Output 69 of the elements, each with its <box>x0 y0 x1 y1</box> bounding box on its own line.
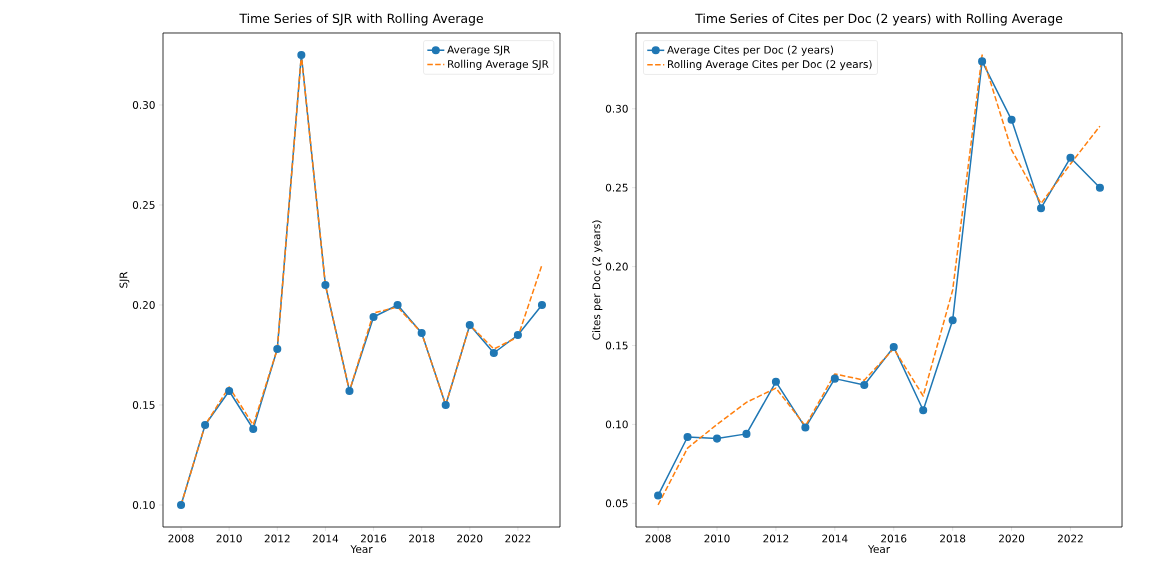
point <box>1036 204 1046 213</box>
point <box>393 300 402 310</box>
y-tick-label: 0.30 <box>605 104 628 113</box>
point <box>1095 183 1104 192</box>
point <box>225 386 234 396</box>
y-tick-label: 0.30 <box>132 101 155 109</box>
point <box>889 343 898 352</box>
point <box>441 400 450 410</box>
x-tick-label: 2020 <box>999 534 1025 543</box>
point <box>801 423 810 432</box>
y-tick-label: 0.15 <box>605 341 628 350</box>
x-tick-label: 2022 <box>505 534 531 543</box>
point <box>489 348 498 358</box>
x-tick-label: 2018 <box>409 534 435 543</box>
x-tick-label: 2016 <box>881 534 907 543</box>
point <box>919 406 928 415</box>
point <box>465 320 474 330</box>
point <box>201 420 210 430</box>
y-tick-label: 0.05 <box>605 499 628 508</box>
point <box>712 434 722 443</box>
y-axis-title: Cites per Doc (2 years) <box>592 220 603 340</box>
y-tick-label: 0.10 <box>132 501 155 509</box>
y-axis-title: SJR <box>119 271 130 288</box>
legend-label: Average SJR <box>447 45 511 56</box>
x-tick-label: 2012 <box>763 534 789 543</box>
y-tick-label: 0.15 <box>132 401 155 409</box>
x-tick-label: 2008 <box>645 534 671 543</box>
point <box>830 374 839 383</box>
point <box>1066 153 1075 162</box>
x-tick-label: 2014 <box>312 534 339 543</box>
point <box>771 377 780 386</box>
x-tick-label: 2010 <box>704 534 730 543</box>
point <box>742 429 751 438</box>
x-tick-label: 2010 <box>216 534 242 543</box>
point <box>249 424 258 434</box>
point <box>537 300 546 310</box>
legend-label: Rolling Average Cites per Doc (2 years) <box>668 60 872 71</box>
x-tick-label: 2020 <box>457 534 483 543</box>
x-axis-title: Year <box>350 545 373 554</box>
x-axis-title: Year <box>867 545 891 554</box>
point <box>297 50 306 60</box>
point <box>177 500 186 510</box>
x-tick-label: 2022 <box>1057 534 1083 543</box>
point <box>273 344 282 354</box>
point <box>860 380 869 389</box>
point <box>1007 115 1016 124</box>
y-tick-label: 0.20 <box>605 262 628 271</box>
x-tick-label: 2016 <box>360 534 387 543</box>
point <box>683 433 692 442</box>
point <box>321 280 330 290</box>
chart-title: Time Series of Cites per Doc (2 years) with Rolling Average <box>695 13 1063 26</box>
y-tick-label: 0.10 <box>605 420 628 429</box>
point <box>513 330 522 340</box>
y-tick-label: 0.25 <box>132 201 155 209</box>
x-tick-label: 2008 <box>168 534 194 543</box>
point <box>417 328 426 338</box>
point <box>948 316 957 325</box>
x-tick-label: 2018 <box>940 534 966 543</box>
point <box>978 57 987 66</box>
y-tick-label: 0.20 <box>132 301 155 309</box>
legend-label: Average Cites per Doc (2 years) <box>667 45 834 56</box>
legend-label: Rolling Average SJR <box>448 59 549 70</box>
point <box>654 491 663 500</box>
point <box>369 312 378 322</box>
x-tick-label: 2014 <box>822 534 848 543</box>
point <box>345 386 354 396</box>
y-tick-label: 0.25 <box>605 183 628 192</box>
x-tick-label: 2012 <box>264 534 290 543</box>
chart-title: Time Series of SJR with Rolling Average <box>239 13 483 26</box>
